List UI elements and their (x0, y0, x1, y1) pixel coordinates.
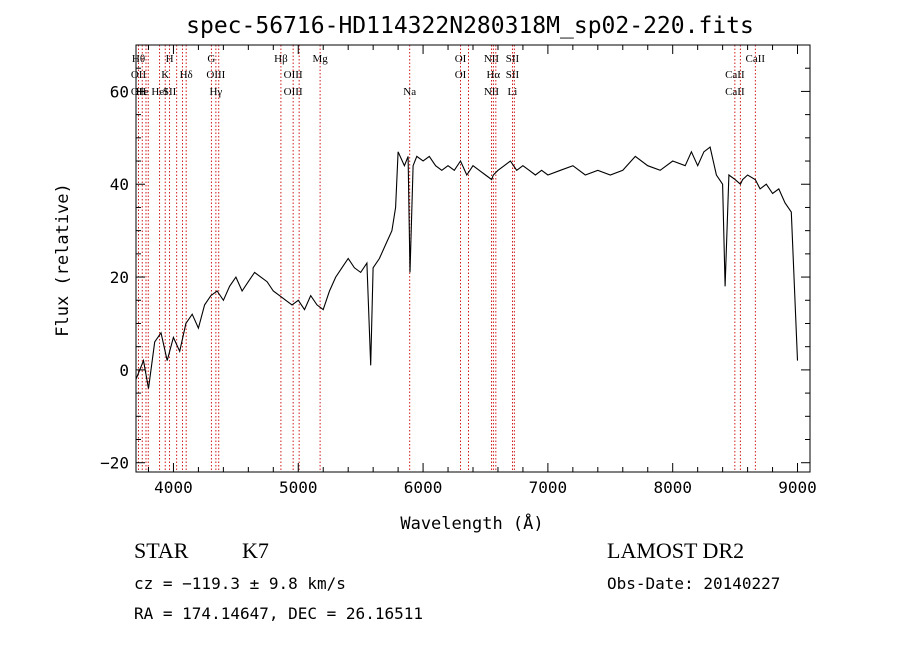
x-tick-label: 7000 (529, 478, 568, 497)
line-label: Mg (312, 53, 328, 65)
x-tick-label: 8000 (653, 478, 692, 497)
line-label: HeI (151, 86, 168, 98)
x-tick-label: 5000 (279, 478, 318, 497)
subclass: K7 (242, 538, 269, 563)
line-label: OI (455, 69, 467, 81)
line-label: NII (484, 86, 500, 98)
x-axis-ticks: 4000 5000 6000 7000 8000 9000 (147, 45, 817, 497)
line-label: SII (163, 86, 177, 98)
line-label: CaII (725, 86, 745, 98)
line-label: OIII (284, 69, 303, 81)
line-label: CaII (725, 69, 745, 81)
line-label: G (207, 53, 215, 65)
line-label: Li (508, 86, 518, 98)
spectrum-line (135, 146, 799, 389)
x-tick-label: 6000 (404, 478, 443, 497)
x-tick-label: 9000 (778, 478, 817, 497)
object-type: STAR (134, 538, 189, 563)
line-markers (138, 45, 756, 472)
x-axis-label: Wavelength (Å) (400, 512, 543, 534)
coordinates: RA = 174.14647, DEC = 26.16511 (134, 604, 423, 623)
y-tick-label: 20 (110, 268, 129, 287)
line-label: SII (506, 69, 520, 81)
x-tick-label: 4000 (154, 478, 193, 497)
survey-name: LAMOST DR2 (607, 538, 745, 563)
line-label: Hβ (274, 53, 288, 65)
redshift-text: cz = −119.3 ± 9.8 km/s (134, 574, 346, 593)
line-label: OI (455, 53, 467, 65)
y-tick-label: 40 (110, 175, 129, 194)
obs-date: Obs-Date: 20140227 (607, 574, 781, 593)
y-axis-ticks: −20 0 20 40 60 (100, 44, 810, 473)
line-label: OIII (206, 69, 225, 81)
line-label: Na (403, 86, 416, 98)
line-label: K (161, 69, 169, 81)
plot-frame (135, 44, 811, 473)
line-label: OIII (284, 86, 303, 98)
chart-title: spec-56716-HD114322N280318M_sp02-220.fit… (186, 13, 754, 39)
line-label: Hθ (132, 53, 145, 65)
line-label: OII (131, 69, 147, 81)
y-tick-label: 0 (119, 361, 129, 380)
line-label: Hγ (209, 86, 222, 98)
line-label: He (136, 86, 149, 98)
y-axis-label: Flux (relative) (53, 183, 73, 337)
y-tick-label: 60 (110, 82, 129, 101)
line-label: Hδ (180, 69, 193, 81)
line-label: Hα (486, 69, 500, 81)
line-label: CaII (746, 53, 766, 65)
line-label: H (166, 53, 174, 65)
line-label: OII (131, 86, 147, 98)
y-tick-label: −20 (100, 454, 129, 473)
line-label: NII (484, 53, 500, 65)
line-label: SII (506, 53, 520, 65)
